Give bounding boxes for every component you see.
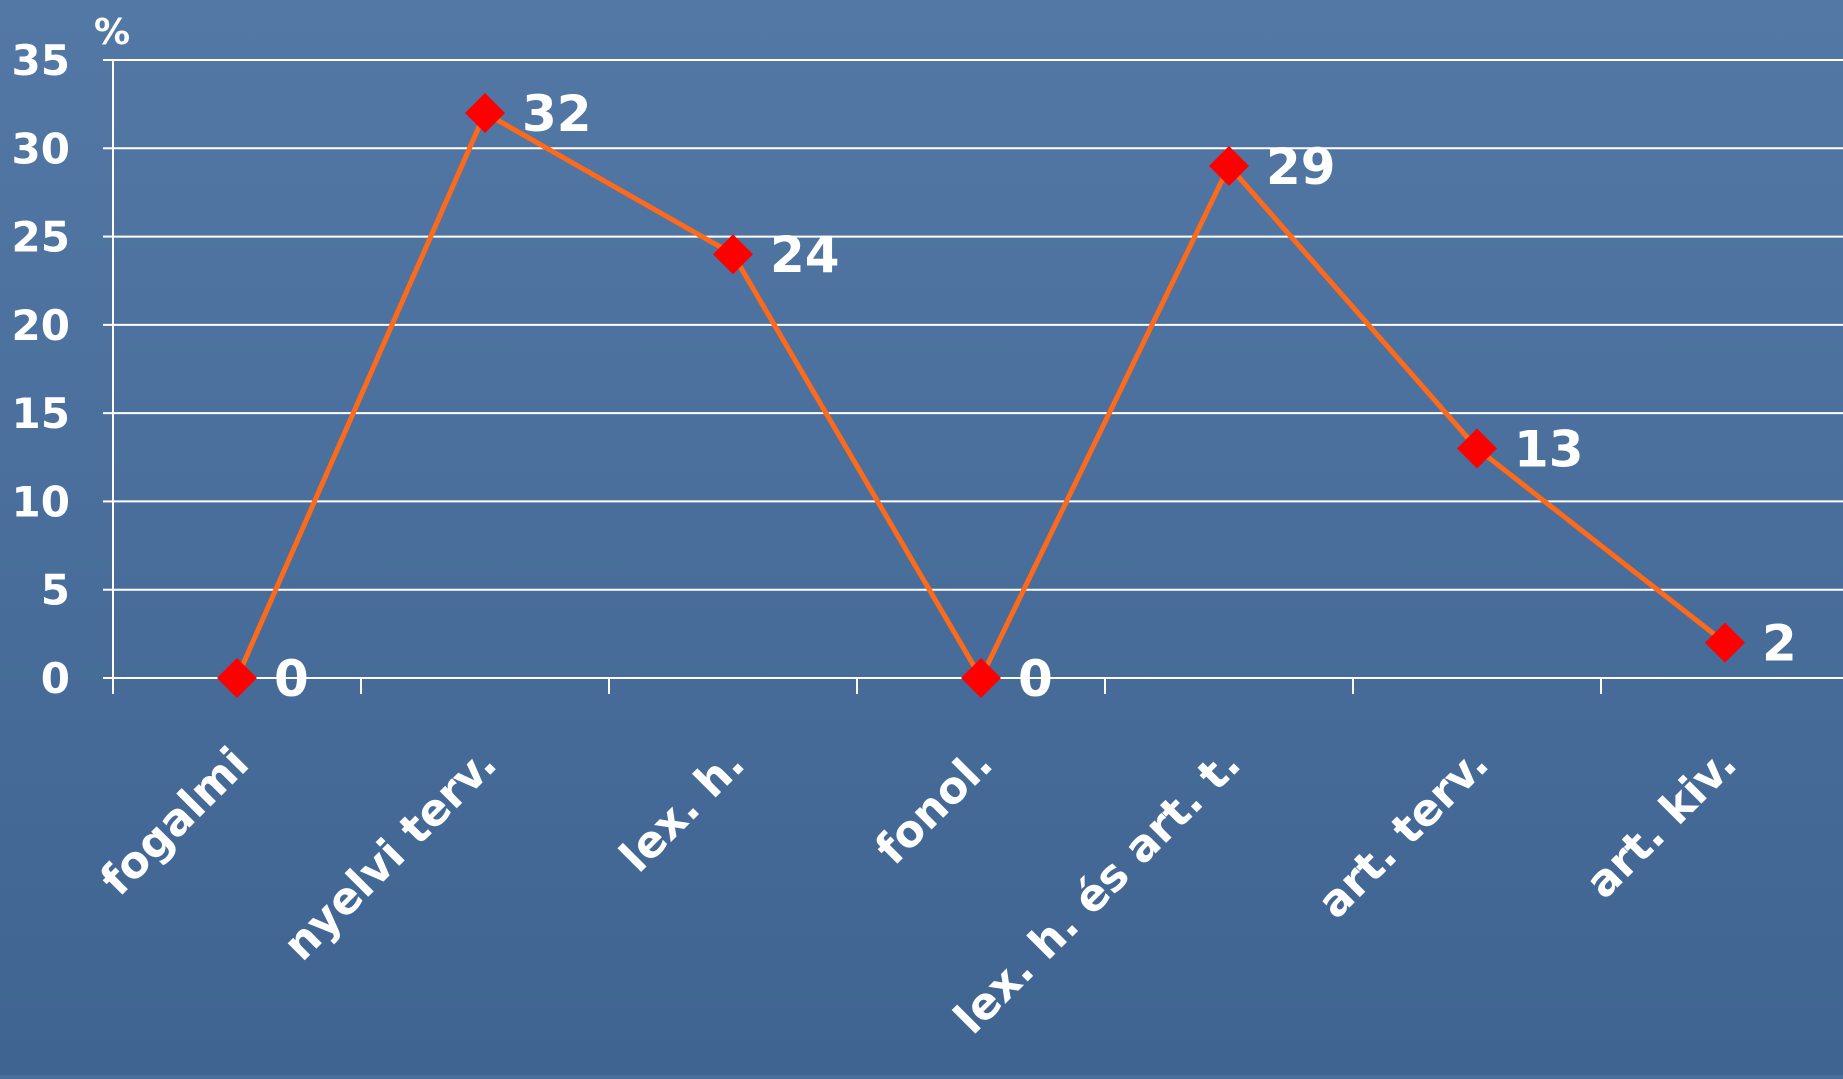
data-point-marker	[1457, 428, 1497, 469]
data-label: 0	[274, 650, 309, 708]
y-tick-label: 35	[12, 36, 70, 85]
y-tick-label: 30	[12, 124, 70, 173]
data-label: 0	[1018, 650, 1053, 708]
data-label: 24	[770, 226, 840, 284]
data-point-marker	[1209, 145, 1249, 186]
data-label: 32	[522, 85, 592, 143]
y-tick-label: 10	[12, 477, 70, 526]
y-tick-label: 15	[12, 389, 70, 438]
series	[217, 92, 1745, 698]
data-point-marker	[217, 658, 257, 698]
data-label: 13	[1514, 420, 1584, 478]
y-axis-label: %	[94, 12, 130, 53]
data-labels: 0 32 24 0 29 13 2	[274, 85, 1797, 708]
data-label: 2	[1762, 615, 1797, 673]
y-tick-labels: 0 5 10 15 20 25 30 35	[12, 36, 70, 703]
data-point-marker	[1705, 622, 1745, 663]
grid-lines	[113, 59, 1843, 591]
y-tick-label: 25	[12, 213, 70, 262]
y-tick-label: 0	[41, 654, 70, 703]
y-tick-label: 20	[12, 301, 70, 350]
data-point-marker	[465, 92, 505, 133]
data-label: 29	[1266, 138, 1336, 196]
data-point-marker	[961, 658, 1001, 698]
data-point-marker	[713, 234, 753, 275]
y-tick-label: 5	[41, 566, 70, 615]
